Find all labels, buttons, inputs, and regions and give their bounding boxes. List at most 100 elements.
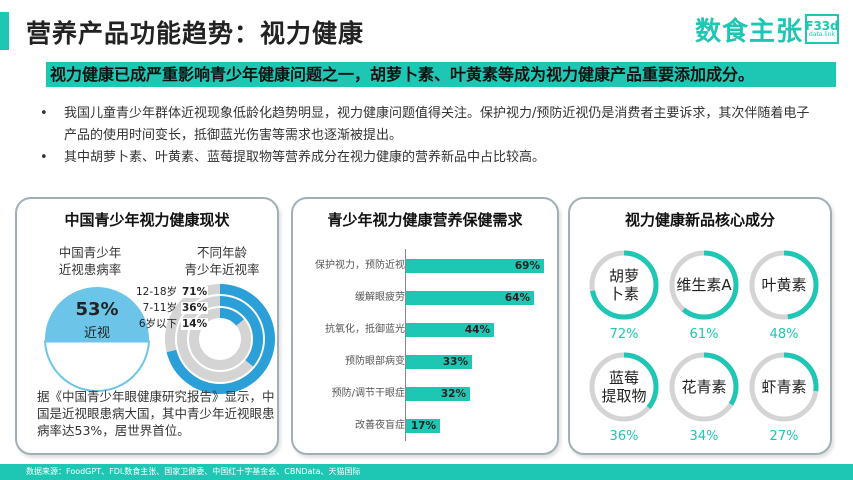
ingredient-ring-arc — [669, 250, 739, 320]
ingredient-ring — [669, 352, 739, 422]
age-ring-chart: 12-18岁 71% 7-11岁 36% 6岁以下 14% — [136, 284, 275, 394]
ingredient-ring-arc — [589, 250, 659, 320]
ingredient-ring-arc — [669, 352, 739, 422]
ring-age-label: 7-11岁 — [142, 302, 177, 314]
brand-logo: 数食主张 F33d data.link — [694, 12, 839, 47]
logo-badge-sub: data.link — [808, 31, 836, 38]
ingredient-name-line: 胡萝 — [608, 267, 639, 285]
bar-category-label: 预防眼部病变 — [345, 356, 405, 367]
card-title: 中国青少年视力健康现状 — [64, 211, 230, 229]
card-title: 视力健康新品核心成分 — [624, 211, 775, 229]
bar-row: 改善夜盲症 17% — [293, 419, 557, 433]
pie-center-label: 53% 近视 — [42, 298, 152, 341]
ingredient-ring-arc — [749, 352, 819, 422]
ingredient-ring-arc — [749, 250, 819, 320]
bar-category-label: 预防/调节干眼症 — [331, 388, 405, 399]
ring-age-label: 12-18岁 — [135, 286, 177, 298]
ingredient-ring-arc — [589, 352, 659, 422]
ingredient-name-line: 虾青素 — [761, 378, 807, 396]
ring-svg — [165, 284, 275, 394]
ingredient-item: 胡萝 卜素 72% — [588, 249, 660, 345]
ingredient-pct: 72% — [609, 327, 639, 342]
ingredient-name: 虾青素 — [748, 351, 820, 423]
bar-value-label: 32% — [440, 388, 466, 400]
ring-arc-0 — [165, 284, 275, 394]
bullet-item: 我国儿童青少年群体近视现象低龄化趋势明显，视力健康问题值得关注。保护视力/预防近… — [40, 103, 820, 147]
ingredient-name: 胡萝 卜素 — [588, 249, 660, 321]
core-ingredients-card: 视力健康新品核心成分 胡萝 卜素 72% 维生素A 61% 叶黄素 48% 蓝莓 提取物 36% 花… — [568, 197, 832, 455]
ring-legend-row: 7-11岁 36% — [135, 300, 209, 315]
ring-legend-row: 12-18岁 71% — [135, 284, 209, 299]
bar: 33% — [406, 355, 472, 369]
myopia-rate-label: 中国青少年 近视患病率 — [45, 244, 135, 278]
label-line: 近视患病率 — [58, 262, 122, 277]
logo-badge-main: F33d — [805, 19, 839, 33]
bar: 32% — [406, 387, 470, 401]
bar-value-label: 17% — [410, 420, 436, 432]
bar: 44% — [406, 323, 494, 337]
ingredient-name: 花青素 — [668, 351, 740, 423]
ingredient-name-line: 叶黄素 — [761, 276, 807, 294]
bar-row: 缓解眼疲劳 64% — [293, 291, 557, 305]
bar-category-label: 缓解眼疲劳 — [355, 292, 405, 303]
bullet-list: 我国儿童青少年群体近视现象低龄化趋势明显，视力健康问题值得关注。保护视力/预防近… — [40, 103, 820, 169]
ingredient-ring — [669, 250, 739, 320]
title-accent-bar — [0, 12, 9, 50]
bar-value-label: 33% — [442, 356, 468, 368]
bar: 64% — [406, 291, 534, 305]
ring-value-label: 71% — [181, 286, 209, 298]
label-line: 不同年龄 — [196, 245, 247, 260]
bar-axis — [405, 249, 406, 441]
bullet-item: 其中胡萝卜素、叶黄素、蓝莓提取物等营养成分在视力健康的营养新品中占比较高。 — [40, 147, 820, 169]
ingredient-ring — [749, 250, 819, 320]
bar-category-label: 抗氧化，抵御蓝光 — [325, 324, 405, 335]
bar-row: 抗氧化，抵御蓝光 44% — [293, 323, 557, 337]
label-line: 中国青少年 — [58, 245, 122, 260]
ingredient-name: 叶黄素 — [748, 249, 820, 321]
bar-value-label: 64% — [504, 292, 530, 304]
ingredient-name-line: 蓝莓 — [608, 369, 639, 387]
bar: 69% — [406, 259, 544, 273]
myopia-status-card: 中国青少年视力健康现状 中国青少年 近视患病率 不同年龄 青少年近视率 53% … — [15, 197, 279, 455]
bar-value-label: 44% — [464, 324, 490, 336]
card-title: 青少年视力健康营养保健需求 — [327, 211, 523, 229]
bar-row: 保护视力，预防近视 69% — [293, 259, 557, 273]
bar-row: 预防眼部病变 33% — [293, 355, 557, 369]
ring-value-label: 36% — [181, 302, 209, 314]
label-line: 青少年近视率 — [184, 262, 260, 277]
ingredient-name-line: 提取物 — [601, 387, 647, 405]
pie-svg — [44, 287, 150, 392]
logo-text: 数食主张 — [694, 16, 803, 47]
ingredient-ring — [589, 250, 659, 320]
ring-arc-2 — [189, 308, 251, 370]
pie-value: 53% — [75, 299, 119, 320]
ring-value-label: 14% — [181, 318, 209, 330]
ingredient-ring — [749, 352, 819, 422]
ingredient-name-line: 维生素A — [676, 276, 732, 294]
ingredient-item: 叶黄素 48% — [748, 249, 820, 345]
nutrition-needs-card: 青少年视力健康营养保健需求 保护视力，预防近视 69% 缓解眼疲劳 64% 抗氧化，抵御… — [291, 197, 559, 455]
ingredient-item: 花青素 34% — [668, 351, 740, 447]
ingredient-name-line: 花青素 — [681, 378, 727, 396]
ring-legend-row: 6岁以下 14% — [135, 316, 209, 331]
pie-text: 近视 — [83, 326, 110, 341]
ingredient-name: 蓝莓 提取物 — [588, 351, 660, 423]
age-myopia-label: 不同年龄 青少年近视率 — [177, 244, 267, 278]
page-title: 营养产品功能趋势：视力健康 — [26, 19, 365, 48]
ingredient-pct: 34% — [689, 429, 719, 444]
logo-badge: F33d data.link — [805, 14, 839, 44]
ingredient-pct: 61% — [689, 327, 719, 342]
bar-row: 预防/调节干眼症 32% — [293, 387, 557, 401]
ingredient-pct: 36% — [609, 429, 639, 444]
bar-value-label: 69% — [514, 260, 540, 272]
bar: 17% — [406, 419, 440, 433]
bar-category-label: 保护视力，预防近视 — [315, 260, 405, 271]
card-footnote: 据《中国青少年眼健康研究报告》显示，中国是近视眼患病大国，其中青少年近视眼患病率… — [37, 389, 275, 438]
myopia-pie-chart: 53% 近视 — [42, 284, 152, 394]
source-footer: 数据来源：FoodGPT、FDL数食主张、国家卫健委、中国红十字基金会、CBND… — [0, 464, 853, 480]
ingredient-pct: 27% — [769, 429, 799, 444]
ingredient-item: 维生素A 61% — [668, 249, 740, 345]
ingredient-ring — [589, 352, 659, 422]
key-takeaway-banner: 视力健康已成严重影响青少年健康问题之一，胡萝卜素、叶黄素等成为视力健康产品重要添… — [46, 62, 836, 87]
ring-arc-1 — [177, 296, 263, 382]
